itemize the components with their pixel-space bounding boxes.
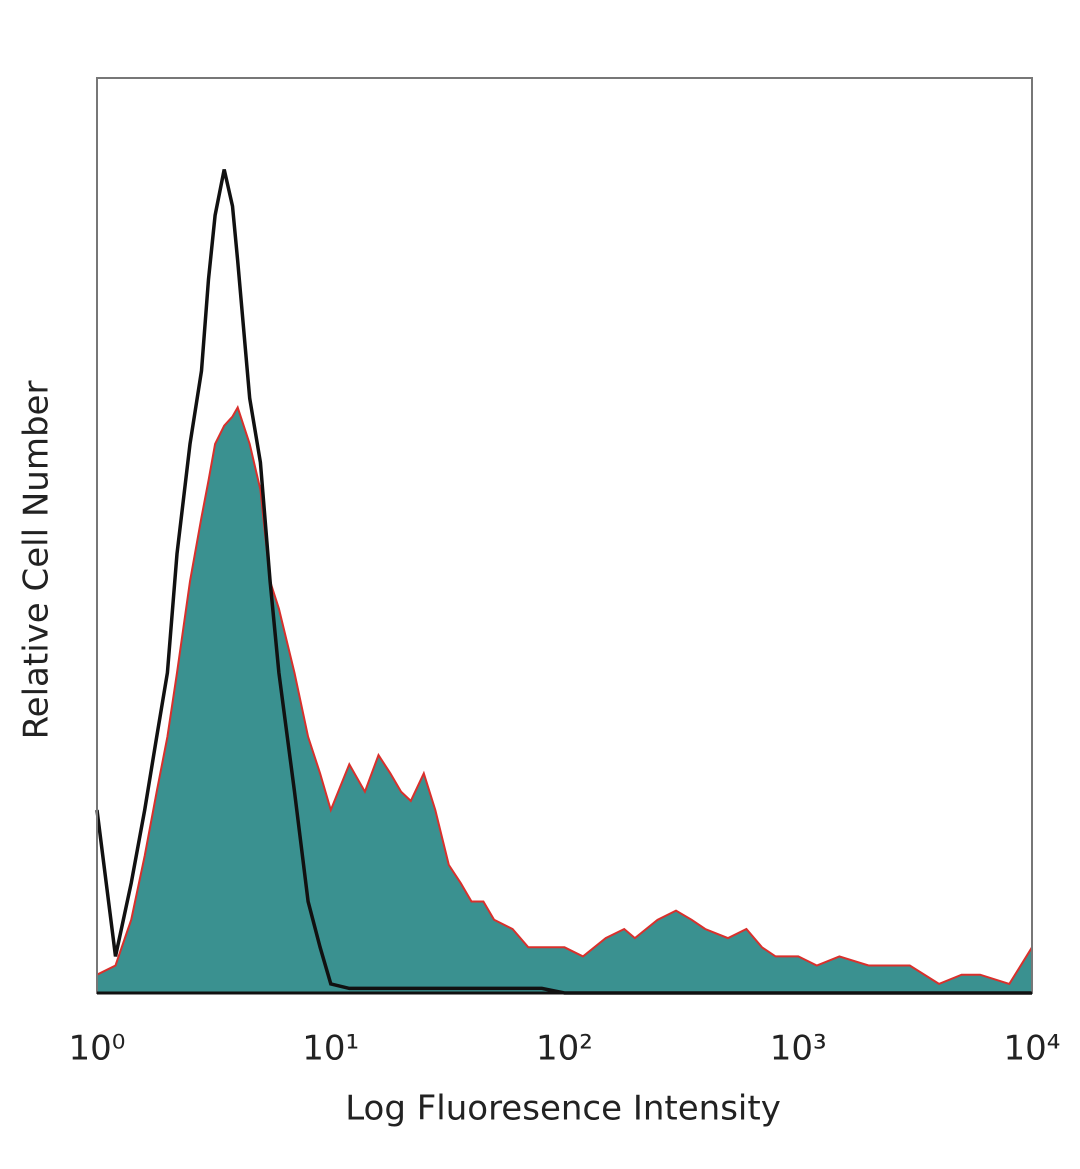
x-tick-label: 10¹ xyxy=(302,1029,359,1069)
x-tick-label: 10⁴ xyxy=(1004,1029,1061,1069)
histogram-outline xyxy=(96,404,1033,986)
x-tick-label: 10⁰ xyxy=(69,1029,126,1069)
x-axis-title: Log Fluoresence Intensity xyxy=(345,1089,781,1129)
histogram-area xyxy=(97,407,1032,993)
x-tick-label: 10² xyxy=(536,1029,593,1069)
x-tick-label: 10³ xyxy=(770,1029,827,1069)
y-axis-title: Relative Cell Number xyxy=(17,381,57,740)
